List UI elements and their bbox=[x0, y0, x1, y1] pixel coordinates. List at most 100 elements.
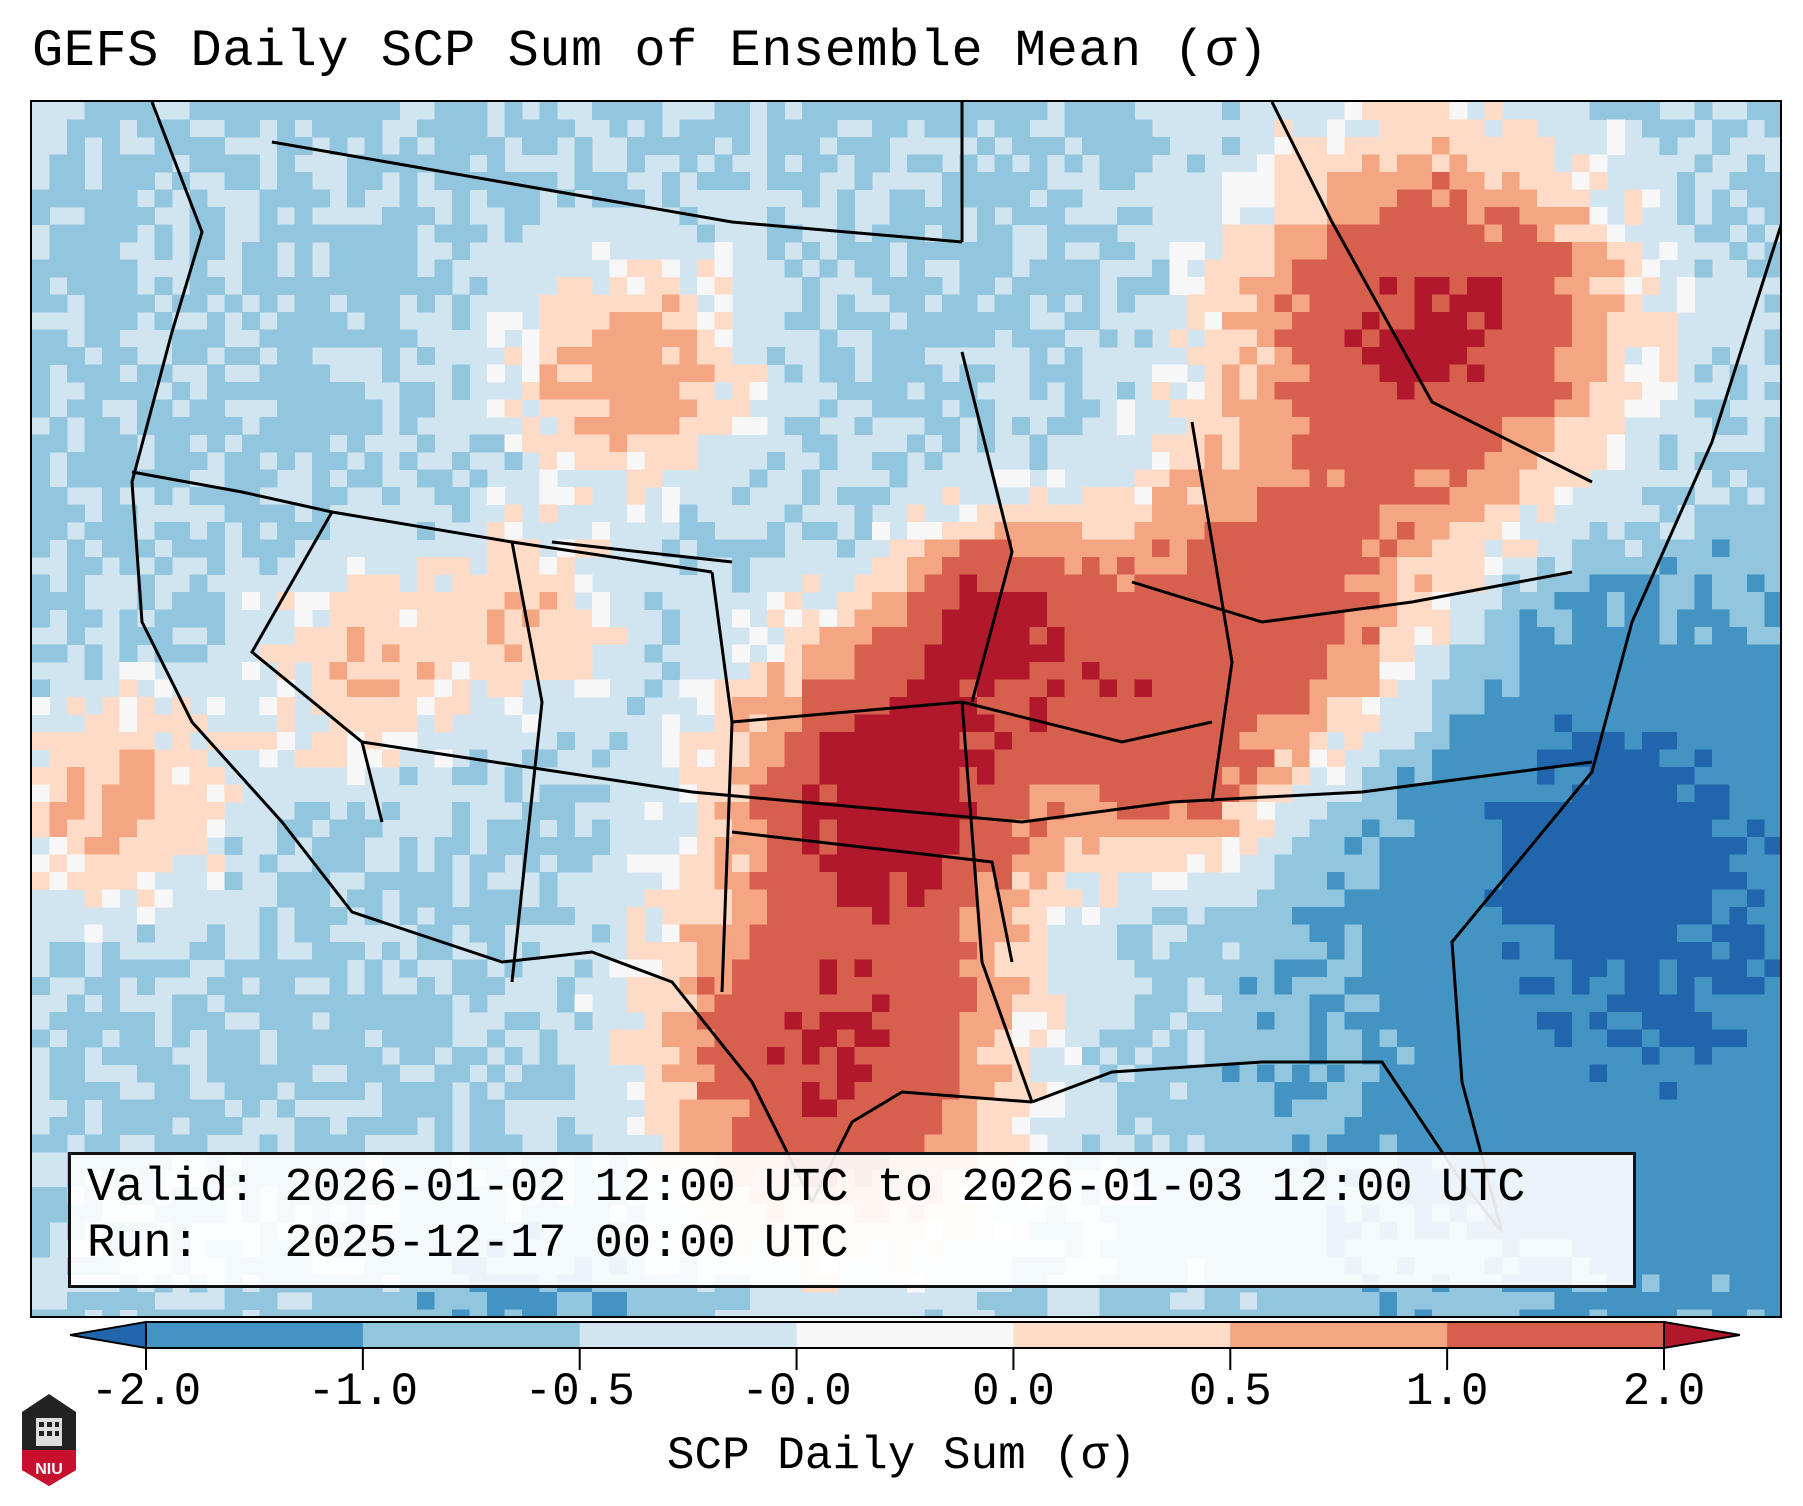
heatmap-cell bbox=[1519, 959, 1538, 978]
heatmap-cell bbox=[364, 697, 383, 715]
heatmap-cell bbox=[1712, 732, 1730, 750]
heatmap-cell bbox=[732, 1082, 750, 1100]
heatmap-cell bbox=[277, 504, 295, 523]
heatmap-cell bbox=[452, 907, 470, 925]
heatmap-cell bbox=[1537, 399, 1555, 418]
heatmap-cell bbox=[889, 872, 908, 890]
heatmap-cell bbox=[32, 1204, 50, 1223]
heatmap-cell bbox=[732, 557, 750, 575]
heatmap-cell bbox=[907, 767, 925, 785]
heatmap-cell bbox=[1012, 837, 1030, 855]
heatmap-cell bbox=[1379, 854, 1398, 873]
heatmap-cell bbox=[49, 329, 68, 348]
heatmap-cell bbox=[1327, 452, 1345, 470]
heatmap-cell bbox=[1379, 977, 1398, 995]
heatmap-cell bbox=[434, 872, 453, 890]
heatmap-cell bbox=[1047, 417, 1065, 435]
heatmap-cell bbox=[872, 399, 890, 418]
heatmap-cell bbox=[1397, 1047, 1415, 1065]
heatmap-cell bbox=[1082, 854, 1100, 873]
heatmap-cell bbox=[119, 277, 138, 295]
heatmap-cell bbox=[907, 557, 925, 575]
heatmap-cell bbox=[1414, 469, 1433, 488]
heatmap-cell bbox=[1589, 767, 1608, 785]
heatmap-cell bbox=[522, 137, 540, 155]
heatmap-cell bbox=[1187, 662, 1205, 680]
heatmap-cell bbox=[522, 347, 540, 365]
heatmap-cell bbox=[1222, 1117, 1240, 1135]
heatmap-cell bbox=[662, 627, 680, 645]
heatmap-cell bbox=[1222, 854, 1240, 873]
heatmap-cell bbox=[1747, 1152, 1765, 1170]
heatmap-cell bbox=[1064, 767, 1083, 785]
heatmap-cell bbox=[487, 819, 505, 838]
heatmap-cell bbox=[1764, 1204, 1780, 1223]
heatmap-cell bbox=[119, 714, 138, 733]
heatmap-cell bbox=[1484, 644, 1503, 663]
heatmap-cell bbox=[399, 1099, 418, 1118]
heatmap-cell bbox=[1624, 399, 1643, 418]
heatmap-cell bbox=[609, 259, 628, 278]
heatmap-cell bbox=[189, 294, 208, 313]
heatmap-cell bbox=[557, 347, 575, 365]
heatmap-cell bbox=[1519, 1012, 1538, 1030]
heatmap-cell bbox=[1397, 749, 1415, 768]
heatmap-cell bbox=[1204, 1082, 1223, 1100]
heatmap-cell bbox=[767, 1047, 785, 1065]
heatmap-cell bbox=[942, 329, 960, 348]
heatmap-cell bbox=[1064, 819, 1083, 838]
heatmap-cell bbox=[1712, 784, 1730, 803]
heatmap-cell bbox=[1117, 399, 1135, 418]
heatmap-cell bbox=[504, 224, 523, 243]
heatmap-cell bbox=[1362, 137, 1380, 155]
heatmap-cell bbox=[1292, 399, 1310, 418]
heatmap-cell bbox=[1677, 959, 1695, 978]
heatmap-cell bbox=[1344, 452, 1363, 470]
heatmap-cell bbox=[1344, 137, 1363, 155]
heatmap-cell bbox=[1187, 959, 1205, 978]
heatmap-cell bbox=[312, 417, 330, 435]
heatmap-cell bbox=[102, 347, 120, 365]
heatmap-cell bbox=[1607, 242, 1625, 260]
heatmap-cell bbox=[959, 1064, 978, 1083]
heatmap-cell bbox=[312, 959, 330, 978]
heatmap-cell bbox=[714, 539, 733, 558]
heatmap-cell bbox=[1362, 977, 1380, 995]
heatmap-cell bbox=[119, 662, 138, 680]
heatmap-cell bbox=[1274, 1029, 1293, 1048]
heatmap-cell bbox=[1729, 697, 1748, 715]
heatmap-cell bbox=[662, 539, 680, 558]
heatmap-cell bbox=[872, 732, 890, 750]
heatmap-cell bbox=[924, 1029, 943, 1048]
heatmap-cell bbox=[1117, 1117, 1135, 1135]
heatmap-cell bbox=[1204, 364, 1223, 383]
heatmap-cell bbox=[1257, 347, 1275, 365]
heatmap-cell bbox=[924, 539, 943, 558]
heatmap-cell bbox=[1729, 872, 1748, 890]
heatmap-cell bbox=[1292, 837, 1310, 855]
heatmap-cell bbox=[189, 819, 208, 838]
heatmap-cell bbox=[1642, 977, 1660, 995]
heatmap-cell bbox=[1449, 837, 1468, 855]
heatmap-cell bbox=[1117, 504, 1135, 523]
heatmap-cell bbox=[1257, 1029, 1275, 1048]
heatmap-cell bbox=[994, 627, 1013, 645]
heatmap-cell bbox=[49, 1012, 68, 1030]
heatmap-cell bbox=[1554, 907, 1573, 925]
heatmap-cell bbox=[1099, 102, 1118, 120]
heatmap-cell bbox=[1729, 119, 1748, 138]
heatmap-cell bbox=[207, 102, 225, 120]
heatmap-cell bbox=[1169, 662, 1188, 680]
heatmap-cell bbox=[32, 329, 50, 348]
heatmap-cell bbox=[119, 259, 138, 278]
heatmap-cell bbox=[714, 242, 733, 260]
heatmap-cell bbox=[1537, 312, 1555, 330]
heatmap-cell bbox=[1274, 504, 1293, 523]
heatmap-cell bbox=[1099, 504, 1118, 523]
heatmap-cell bbox=[644, 259, 663, 278]
heatmap-cell bbox=[487, 487, 505, 505]
heatmap-cell bbox=[1432, 732, 1450, 750]
heatmap-cell bbox=[644, 592, 663, 610]
heatmap-cell bbox=[32, 767, 50, 785]
heatmap-cell bbox=[889, 942, 908, 960]
